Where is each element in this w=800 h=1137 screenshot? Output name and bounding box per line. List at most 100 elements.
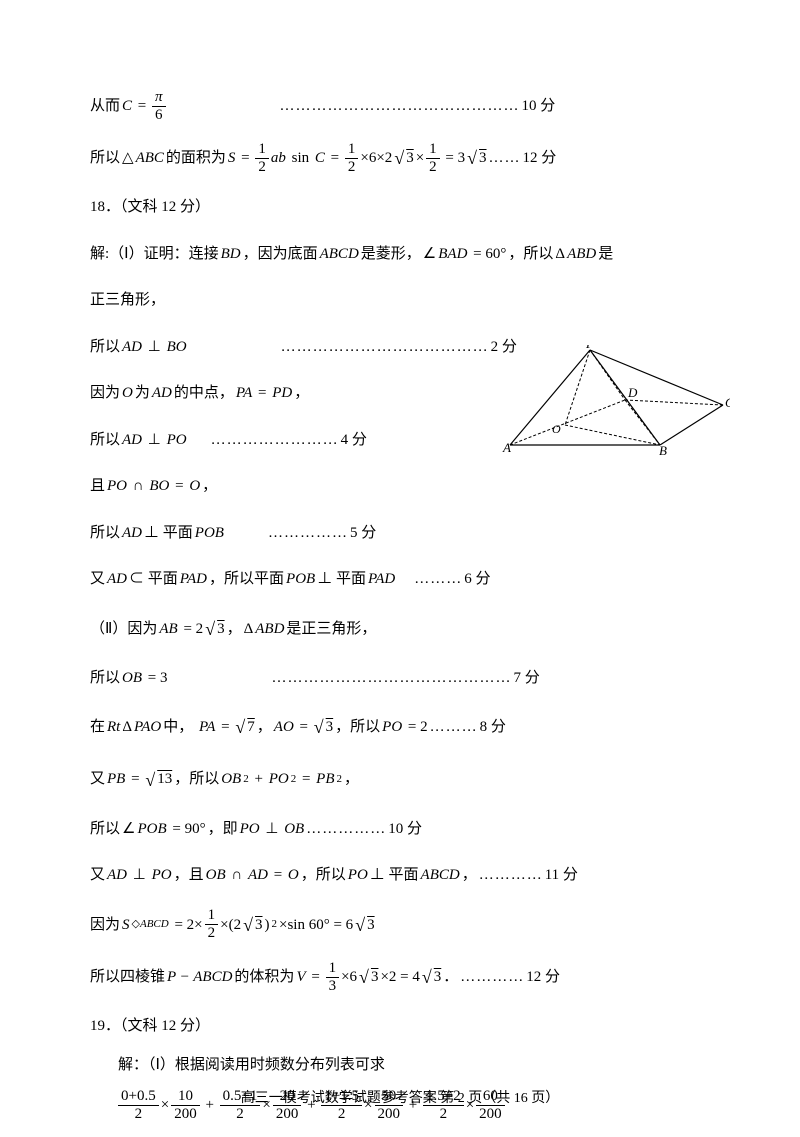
text: 所以 bbox=[90, 519, 120, 548]
text: ，所以 bbox=[335, 713, 380, 742]
AB: AB bbox=[159, 615, 177, 644]
eq: = bbox=[134, 92, 150, 121]
PO: PO bbox=[167, 426, 187, 455]
sqrt-icon: √ bbox=[359, 960, 369, 994]
delta: Δ bbox=[555, 240, 565, 269]
text: 所以 bbox=[90, 144, 120, 173]
comma: ， bbox=[344, 765, 359, 794]
points: 7 分 bbox=[513, 664, 539, 693]
sqrt-icon: √ bbox=[394, 141, 404, 175]
comma: ， bbox=[462, 861, 477, 890]
PO: PO bbox=[152, 861, 172, 890]
sqrt-icon: √ bbox=[243, 908, 253, 942]
abc: ABC bbox=[136, 144, 164, 173]
rad: 3 bbox=[406, 144, 414, 173]
dots: ………… bbox=[460, 963, 524, 992]
text: 为 bbox=[135, 379, 150, 408]
text: 中， bbox=[163, 713, 193, 742]
text: ⊥ 平面 bbox=[144, 519, 193, 548]
mul: ×(2 bbox=[220, 911, 241, 940]
rad: 13 bbox=[157, 765, 172, 794]
line-cap: 且 PO ∩ BO = O ， bbox=[90, 472, 450, 501]
text: 又 bbox=[90, 765, 105, 794]
text: 所以四棱锥 bbox=[90, 963, 165, 992]
eq: = bbox=[237, 144, 253, 173]
pyramid-figure: P A B C D O bbox=[495, 345, 730, 455]
PO: PO bbox=[240, 815, 260, 844]
var-C: C bbox=[122, 92, 132, 121]
angle: ∠ bbox=[423, 240, 436, 269]
label-O: O bbox=[552, 422, 561, 436]
sqrt-icon: √ bbox=[467, 141, 477, 175]
text: 的中点， bbox=[174, 379, 234, 408]
rad: 7 bbox=[247, 713, 255, 742]
line-volume: 所以四棱锥 P − ABCD 的体积为 V = 13 ×6 √3 ×2 = 4 … bbox=[90, 960, 710, 994]
text: 又 bbox=[90, 565, 105, 594]
frac-1-2b: 12 bbox=[345, 142, 359, 175]
text: 所以 bbox=[90, 333, 120, 362]
pyramid-svg: P A B C D O bbox=[495, 345, 730, 455]
OB: OB bbox=[284, 815, 304, 844]
dots: …………………… bbox=[211, 426, 339, 455]
text: 的体积为 bbox=[234, 963, 294, 992]
sq: 2 bbox=[291, 769, 297, 790]
text: ⊥ 平面 bbox=[317, 565, 366, 594]
text: ，且 bbox=[174, 861, 204, 890]
points: 6 分 bbox=[464, 565, 490, 594]
sub: ◇ABCD bbox=[132, 914, 169, 935]
points: 8 分 bbox=[480, 713, 506, 742]
dots: …………… bbox=[306, 815, 386, 844]
eq: = 2× bbox=[171, 911, 203, 940]
points: 10 分 bbox=[522, 92, 556, 121]
rad: 3 bbox=[367, 911, 375, 940]
AD: AD bbox=[107, 861, 127, 890]
eq: = bbox=[171, 472, 187, 501]
text: 是 bbox=[598, 240, 613, 269]
eq: = 3 bbox=[442, 144, 465, 173]
line-area: 所以 △ ABC 的面积为 S = 12 ab sin C = 12 ×6×2 … bbox=[90, 141, 710, 175]
label-A: A bbox=[502, 440, 511, 455]
text: ，所以 bbox=[301, 861, 346, 890]
line-planes: 又 AD ⊂ 平面 PAD ，所以平面 POB ⊥ 平面 PAD ……… 6 分 bbox=[90, 565, 710, 594]
dots: ……………………………………… bbox=[280, 92, 520, 121]
text: ，所以 bbox=[508, 240, 553, 269]
text: 是正三角形， bbox=[286, 615, 376, 644]
text: 是菱形， bbox=[361, 240, 421, 269]
PAD: PAD bbox=[368, 565, 395, 594]
AD: AD bbox=[122, 426, 142, 455]
text: （Ⅱ）因为 bbox=[90, 615, 157, 644]
line-proof-start: 解:（Ⅰ）证明：连接 BD ，因为底面 ABCD 是菱形， ∠BAD = 60°… bbox=[90, 240, 710, 269]
PAO: PAO bbox=[134, 713, 161, 742]
dots: …… bbox=[489, 144, 521, 173]
line-c-pi6: 从而 C = π6 ……………………………………… 10 分 bbox=[90, 90, 710, 123]
perp: ⊥ bbox=[144, 426, 165, 455]
AD: AD bbox=[248, 861, 268, 890]
cap: ∩ bbox=[228, 861, 246, 890]
text: ，因为底面 bbox=[243, 240, 318, 269]
frac-1-2a: 12 bbox=[255, 142, 269, 175]
ABCD: ABCD bbox=[320, 240, 359, 269]
delta: Δ bbox=[122, 713, 132, 742]
rad: 3 bbox=[371, 963, 379, 992]
Rt: Rt bbox=[107, 713, 120, 742]
points: 4 分 bbox=[341, 426, 367, 455]
O: O bbox=[122, 379, 133, 408]
line-ob3: 所以 OB = 3 ……………………………………… 7 分 bbox=[90, 664, 710, 693]
eq: = bbox=[298, 765, 314, 794]
rad: 3 bbox=[217, 615, 225, 644]
cap: ∩ bbox=[129, 472, 147, 501]
mul: ×2 = 4 bbox=[380, 963, 419, 992]
line-equilateral: 正三角形， bbox=[90, 286, 710, 315]
POB: POB bbox=[195, 519, 224, 548]
period: ． bbox=[443, 963, 458, 992]
rad: 3 bbox=[255, 911, 263, 940]
sq: 2 bbox=[272, 914, 278, 935]
line-ad-pob: 所以 AD ⊥ 平面 POB …………… 5 分 bbox=[90, 519, 490, 548]
mul: ×6 bbox=[341, 963, 357, 992]
frac-pi-6: π6 bbox=[152, 90, 166, 123]
comma: ， bbox=[257, 713, 272, 742]
q18-header: 18．（文科 12 分） bbox=[90, 193, 710, 222]
AD: AD bbox=[122, 519, 142, 548]
line-midpoint: 因为 O 为 AD 的中点， PA = PD ， bbox=[90, 379, 450, 408]
PA: PA bbox=[195, 713, 215, 742]
